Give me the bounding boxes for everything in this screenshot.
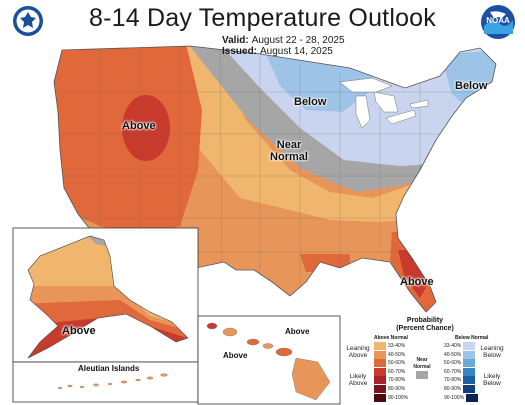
noaa-logo: NOAA — [480, 4, 516, 40]
valid-line: Valid: August 22 - 28, 2025 — [222, 35, 345, 46]
region-above-60-70-west — [122, 95, 170, 161]
region-above-50-60-gulf — [300, 254, 350, 272]
legend-below-bin-row: 70-80% — [442, 376, 476, 385]
legend-likely-below-line2: Below — [483, 380, 501, 387]
legend-leaning-below: Leaning Below — [477, 345, 507, 359]
legend-below-bin-row: 90-100% — [442, 393, 479, 402]
legend-above-bin-label: 70-80% — [388, 377, 406, 384]
legend-likely-above-line1: Likely — [349, 373, 367, 380]
legend-above-bin-label: 90-100% — [388, 394, 409, 401]
label-above-west: Above — [122, 120, 156, 132]
legend-below-bin-swatch — [463, 350, 476, 359]
legend-above-bin-row: 70-80% — [374, 376, 407, 385]
legend-below-bin-swatch — [463, 367, 476, 376]
legend-below-bin-row: 60-70% — [442, 367, 476, 376]
legend-above-header: Above Normal — [374, 335, 408, 341]
alaska-outline — [27, 235, 189, 359]
great-lakes — [339, 77, 429, 129]
legend-below-bin-label: 60-70% — [444, 368, 462, 375]
label-above-florida: Above — [400, 276, 434, 288]
issued-label: Issued: — [222, 46, 258, 57]
legend-below-bin-label: 50-60% — [444, 360, 462, 367]
legend-leaning-below-line2: Below — [483, 352, 501, 359]
legend-above-bin-swatch — [374, 367, 386, 376]
legend-above-bin-label: 80-90% — [388, 386, 406, 392]
legend-near-normal-line2: Normal — [413, 364, 431, 370]
legend-below-bin-row: 33-40% — [442, 342, 476, 350]
legend-leaning-above-line1: Leaning — [346, 345, 370, 352]
legend-below-bin-label: 40-50% — [444, 351, 462, 358]
label-near-normal-line1: Near — [276, 139, 302, 151]
legend-above-bin-swatch — [374, 385, 386, 393]
legend-below-bin-swatch — [463, 359, 476, 368]
legend-below-bin-label: 33-40% — [444, 343, 462, 349]
legend-below-bin-row: 50-60% — [442, 359, 476, 368]
legend-below-bin-label: 90-100% — [444, 394, 465, 401]
noaa-logo-text: NOAA — [486, 16, 510, 25]
legend-title-line1: Probability — [406, 317, 444, 324]
label-near-normal-line2: Normal — [270, 151, 308, 163]
aleutian-islands-map — [57, 373, 168, 390]
doc-seal-icon — [12, 5, 44, 37]
label-above-hawaii-2: Above — [223, 351, 248, 360]
legend-above-bin-row: 33-40% — [374, 342, 407, 350]
legend-above-bin-row: 60-70% — [374, 367, 407, 376]
region-above-60-70-florida — [398, 250, 428, 298]
legend-below-bin-swatch — [463, 385, 476, 393]
legend-above-bin-swatch — [374, 376, 386, 385]
issued-value: August 14, 2025 — [260, 46, 333, 57]
legend-above-bin-label: 60-70% — [388, 368, 406, 375]
legend-above-bin-swatch — [374, 359, 386, 368]
label-near-normal: Near Normal — [266, 139, 312, 163]
legend-near-normal: Near Normal — [410, 357, 434, 371]
label-aleutian-islands: Aleutian Islands — [78, 364, 140, 373]
legend-likely-above-line2: Above — [348, 380, 368, 387]
legend-below-bin-swatch — [463, 342, 476, 350]
legend-above-bin-swatch — [374, 350, 386, 359]
legend-title-line2: (Percent Chance) — [396, 325, 454, 332]
legend-above-bin-label: 40-50% — [388, 351, 406, 358]
valid-value: August 22 - 28, 2025 — [251, 35, 345, 46]
legend-below-bin-label: 80-90% — [444, 386, 462, 392]
legend-below-bin-row: 80-90% — [442, 385, 476, 393]
legend-near-normal-swatch — [416, 371, 428, 379]
legend-below-header: Below Normal — [455, 335, 489, 341]
legend-above-bin-row: 80-90% — [374, 385, 407, 393]
legend-above-bin-row: 90-100% — [374, 393, 410, 402]
legend-leaning-above: Leaning Above — [343, 345, 373, 359]
legend-likely-below: Likely Below — [477, 373, 507, 387]
label-above-hawaii-1: Above — [285, 327, 310, 336]
legend-below-bin-swatch — [463, 376, 476, 385]
legend-near-normal-line1: Near — [416, 357, 428, 363]
legend-above-bin-label: 50-60% — [388, 360, 406, 367]
legend-likely-above: Likely Above — [343, 373, 373, 387]
legend-leaning-above-line2: Above — [348, 352, 368, 359]
issued-line: Issued: August 14, 2025 — [222, 46, 333, 57]
legend-above-bin-label: 33-40% — [388, 343, 406, 349]
map-title: 8-14 Day Temperature Outlook — [89, 4, 436, 32]
aleutian-inset-frame — [12, 361, 199, 403]
label-below-north: Below — [294, 96, 327, 108]
legend-likely-below-line1: Likely — [483, 373, 501, 380]
legend-leaning-below-line1: Leaning — [480, 345, 504, 352]
legend-above-bin-row: 50-60% — [374, 359, 407, 368]
legend-below-bin-label: 70-80% — [444, 377, 462, 384]
label-above-alaska: Above — [62, 325, 96, 337]
legend-above-bin-row: 40-50% — [374, 350, 407, 359]
legend-below-bin-row: 40-50% — [442, 350, 476, 359]
label-below-northeast: Below — [455, 80, 488, 92]
hawaii-map — [206, 322, 331, 401]
valid-label: Valid: — [222, 35, 249, 46]
region-above-50-60-west — [54, 46, 202, 236]
legend-above-bin-swatch — [374, 342, 386, 350]
legend-above-bin-swatch — [374, 393, 386, 402]
legend-below-bin-swatch — [466, 393, 479, 402]
